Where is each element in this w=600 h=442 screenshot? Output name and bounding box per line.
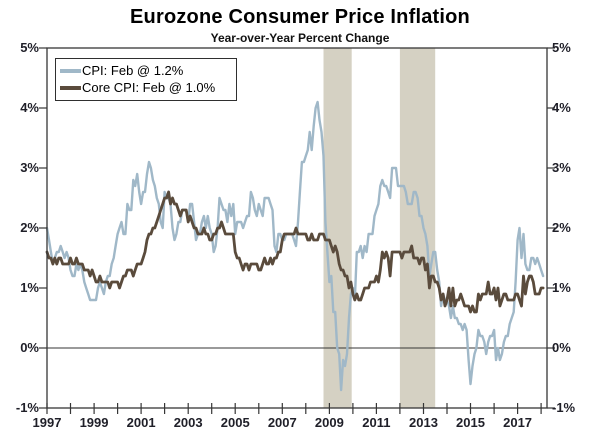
- recession-band: [399, 48, 436, 408]
- y-axis-label-left: 2%: [20, 220, 39, 235]
- y-axis-label-right: -1%: [552, 400, 576, 415]
- x-axis-label: 2009: [314, 415, 344, 430]
- x-axis-label: 2017: [503, 415, 533, 430]
- y-axis-label-left: 4%: [20, 100, 39, 115]
- y-axis-label-left: 5%: [20, 40, 39, 55]
- core-cpi-legend-label: Core CPI: Feb @ 1.0%: [82, 80, 216, 95]
- legend-item-cpi: CPI: Feb @ 1.2%: [60, 62, 232, 79]
- cpi-legend-label: CPI: Feb @ 1.2%: [82, 63, 184, 78]
- y-axis-label-right: 4%: [552, 100, 571, 115]
- chart-title: Eurozone Consumer Price Inflation: [130, 6, 470, 28]
- y-axis-label-right: 2%: [552, 220, 571, 235]
- x-axis-label: 2001: [126, 415, 156, 430]
- core-cpi-line-swatch: [60, 85, 81, 90]
- y-axis-label-right: 5%: [552, 40, 571, 55]
- cpi-line-swatch: [60, 68, 81, 73]
- x-axis-label: 2007: [267, 415, 297, 430]
- x-axis-label: 2011: [362, 415, 391, 430]
- legend: CPI: Feb @ 1.2% Core CPI: Feb @ 1.0%: [55, 58, 237, 101]
- x-axis-label: 2003: [173, 415, 203, 430]
- x-axis-label: 2015: [456, 415, 485, 430]
- series-line-cpi: [45, 100, 545, 392]
- legend-item-core-cpi: Core CPI: Feb @ 1.0%: [60, 79, 232, 96]
- y-axis-label-right: 3%: [552, 160, 571, 175]
- x-axis-label: 1999: [79, 415, 109, 430]
- series-line-core-cpi: [45, 190, 545, 314]
- y-axis-label-left: 1%: [20, 280, 39, 295]
- y-axis-label-right: 0%: [552, 340, 571, 355]
- x-axis-label: 1997: [32, 415, 62, 430]
- x-axis-label: 2013: [409, 415, 438, 430]
- y-axis-label-left: -1%: [15, 400, 39, 415]
- x-axis-label: 2005: [220, 415, 250, 430]
- y-axis-label-left: 3%: [20, 160, 39, 175]
- y-axis-label-right: 1%: [552, 280, 571, 295]
- chart-subtitle: Year-over-Year Percent Change: [210, 31, 390, 45]
- y-axis-label-left: 0%: [20, 340, 39, 355]
- plot-frame: [46, 47, 548, 409]
